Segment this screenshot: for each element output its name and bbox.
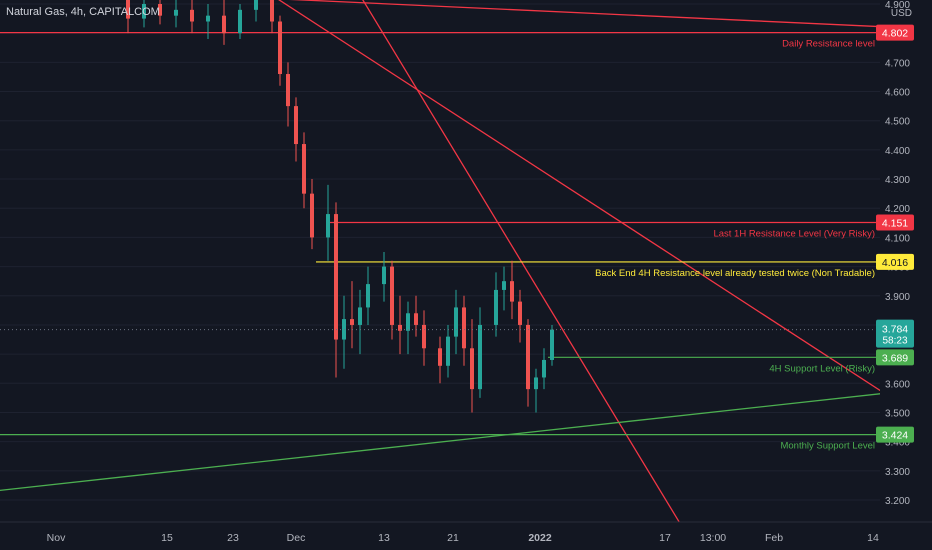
time-axis: Nov 15 23 Dec 13 21 2022 17 13:00 Feb 14 xyxy=(0,521,932,550)
candle-body xyxy=(462,307,466,349)
time-tick-label: Dec xyxy=(287,532,306,544)
candle-body xyxy=(334,214,338,340)
candle-body xyxy=(470,348,474,390)
price-axis-bg xyxy=(880,0,932,550)
candle-body xyxy=(254,0,258,10)
candle-body xyxy=(326,214,330,238)
price-tick-label: 3.300 xyxy=(885,467,910,478)
candle-body xyxy=(302,144,306,194)
level-tag xyxy=(876,24,914,41)
candle-body xyxy=(510,281,514,302)
level-label: Last 1H Resistance Level (Very Risky) xyxy=(713,229,875,240)
trend-line xyxy=(278,0,897,402)
level-tag-value: 3.424 xyxy=(882,430,908,442)
candle-body xyxy=(142,4,146,19)
symbol-title[interactable]: Natural Gas, 4h, CAPITALCOM xyxy=(6,6,160,18)
candle-body xyxy=(238,9,242,34)
price-tick-label: 4.600 xyxy=(885,88,910,99)
candle-body xyxy=(382,266,386,285)
price-tick-label: 4.500 xyxy=(885,117,910,128)
level-label: Daily Resistance level xyxy=(782,39,875,50)
price-tick-label: 4.400 xyxy=(885,146,910,157)
time-tick-label: 23 xyxy=(227,532,239,544)
candle-body xyxy=(550,329,554,360)
price-axis: 4.9004.8004.7004.6004.5004.4004.3004.200… xyxy=(876,0,932,550)
time-tick-label: 13:00 xyxy=(700,532,726,544)
last-price-tag xyxy=(876,319,914,348)
price-tick-label: 3.200 xyxy=(885,496,910,507)
candle-body xyxy=(126,0,130,19)
candle-body xyxy=(414,313,418,325)
candles xyxy=(126,0,554,413)
time-axis-bg xyxy=(0,522,932,550)
candle-body xyxy=(542,359,546,378)
trend-line xyxy=(288,0,897,28)
candle-body xyxy=(278,21,282,75)
time-tick-label: 21 xyxy=(447,532,459,544)
candle-body xyxy=(446,336,450,366)
candle-body xyxy=(222,15,226,34)
candle-body xyxy=(366,284,370,308)
price-tick-label: 4.900 xyxy=(885,0,910,11)
price-tick-label: 3.600 xyxy=(885,379,910,390)
candle-body xyxy=(270,0,274,22)
candle-body xyxy=(478,324,482,390)
candle-body xyxy=(310,193,314,238)
candle-body xyxy=(206,15,210,22)
candle-body xyxy=(294,106,298,145)
last-price-value: 3.784 xyxy=(882,324,908,336)
candle-body xyxy=(502,281,506,290)
candle-body xyxy=(358,307,362,325)
candle-body xyxy=(422,324,426,349)
level-tag xyxy=(876,253,914,270)
time-tick-label: Nov xyxy=(47,532,66,544)
level-label: Back End 4H Resistance level already tes… xyxy=(595,268,875,279)
time-tick-label: Feb xyxy=(765,532,783,544)
candle-body xyxy=(406,313,410,331)
trend-line xyxy=(0,391,897,492)
price-tick-label: 4.700 xyxy=(885,58,910,69)
time-tick-label: 2022 xyxy=(528,532,552,544)
currency-label: USD xyxy=(891,8,912,19)
price-tick-label: 4.300 xyxy=(885,175,910,186)
candle-body xyxy=(350,319,354,325)
candle-body xyxy=(494,289,498,325)
trend-line xyxy=(362,0,681,524)
level-tag-value: 3.689 xyxy=(882,352,908,364)
price-tick-label: 3.500 xyxy=(885,408,910,419)
price-tick-label: 4.200 xyxy=(885,204,910,215)
candle-body xyxy=(534,377,538,390)
price-tick-label: 3.900 xyxy=(885,292,910,303)
candle-body xyxy=(398,324,402,331)
time-tick-label: 14 xyxy=(867,532,879,544)
candle-body xyxy=(174,9,178,16)
candle-countdown: 58:23 xyxy=(882,336,907,347)
time-tick-label: 13 xyxy=(378,532,390,544)
candle-body xyxy=(438,348,442,366)
time-tick-label: 17 xyxy=(659,532,671,544)
candle-body xyxy=(454,307,458,337)
level-tag-value: 4.016 xyxy=(882,257,908,269)
grid-lines xyxy=(0,3,880,501)
level-label: 4H Support Level (Risky) xyxy=(769,363,875,374)
candle-body xyxy=(390,266,394,325)
candle-body xyxy=(518,301,522,325)
level-tag xyxy=(876,349,914,366)
price-tick-label: 4.100 xyxy=(885,233,910,244)
candle-body xyxy=(190,9,194,22)
level-tag xyxy=(876,426,914,443)
candle-body xyxy=(526,324,530,390)
level-tag-value: 4.802 xyxy=(882,28,908,40)
candle-body xyxy=(158,4,162,16)
symbol-title-text: Natural Gas, 4h, CAPITALCOM xyxy=(6,6,160,18)
level-tag-value: 4.151 xyxy=(882,218,908,230)
level-label: Monthly Support Level xyxy=(780,441,875,452)
price-tick-label: 3.400 xyxy=(885,438,910,449)
time-tick-label: 15 xyxy=(161,532,173,544)
level-tag xyxy=(876,214,914,231)
candle-body xyxy=(286,74,290,107)
